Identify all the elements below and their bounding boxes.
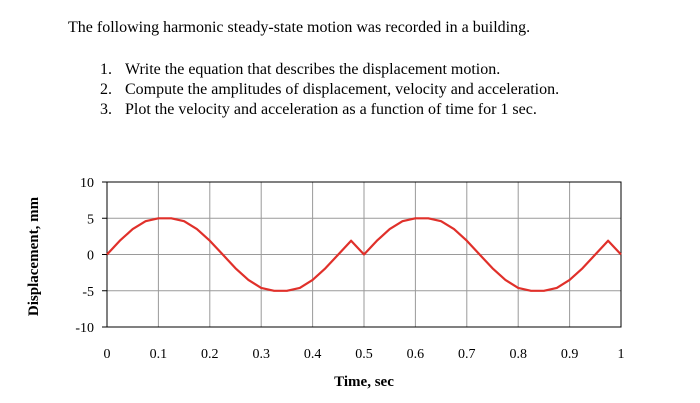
task-number: 2. bbox=[100, 81, 112, 98]
y-tick-label: 10 bbox=[80, 176, 94, 191]
task-text: Plot the velocity and acceleration as a … bbox=[125, 101, 537, 118]
x-tick-label: 0.8 bbox=[509, 347, 527, 362]
tick-layer: 0 0.1 0.2 0.3 0.4 0.5 0.6 0.7 0.8 0.9 1 10 5 0 -5 -10 bbox=[75, 176, 624, 362]
task-item-1: 1. Write the equation that describes the … bbox=[100, 60, 559, 80]
task-number: 1. bbox=[100, 61, 112, 78]
task-item-3: 3. Plot the velocity and acceleration as … bbox=[100, 100, 559, 120]
task-text: Compute the amplitudes of displacement, … bbox=[125, 81, 560, 98]
x-tick-label: 0.3 bbox=[252, 347, 270, 362]
x-tick-label: 0.7 bbox=[458, 347, 476, 362]
problem-intro: The following harmonic steady-state moti… bbox=[68, 19, 531, 36]
displacement-series-line bbox=[106, 217, 622, 292]
y-tick-label: 5 bbox=[87, 212, 94, 227]
x-tick-label: 0.6 bbox=[407, 347, 425, 362]
x-tick-label: 0.9 bbox=[561, 347, 579, 362]
x-tick-label: 0.2 bbox=[201, 347, 219, 362]
y-tick-label: -10 bbox=[75, 321, 94, 336]
task-text: Write the equation that describes the di… bbox=[125, 61, 501, 78]
x-tick-label: 1 bbox=[618, 347, 625, 362]
x-axis-title: Time, sec bbox=[334, 374, 394, 390]
x-tick-label: 0.1 bbox=[150, 347, 168, 362]
y-tick-label: 0 bbox=[87, 249, 94, 264]
x-tick-label: 0 bbox=[104, 347, 111, 362]
y-axis-title: Displacement, mm bbox=[26, 196, 42, 316]
task-list: 1. Write the equation that describes the … bbox=[100, 60, 559, 120]
task-item-2: 2. Compute the amplitudes of displacement… bbox=[100, 80, 559, 100]
grid-layer bbox=[107, 182, 621, 327]
x-tick-label: 0.4 bbox=[304, 347, 322, 362]
y-tick-label: -5 bbox=[82, 285, 94, 300]
x-tick-label: 0.5 bbox=[355, 347, 373, 362]
task-number: 3. bbox=[100, 101, 112, 118]
